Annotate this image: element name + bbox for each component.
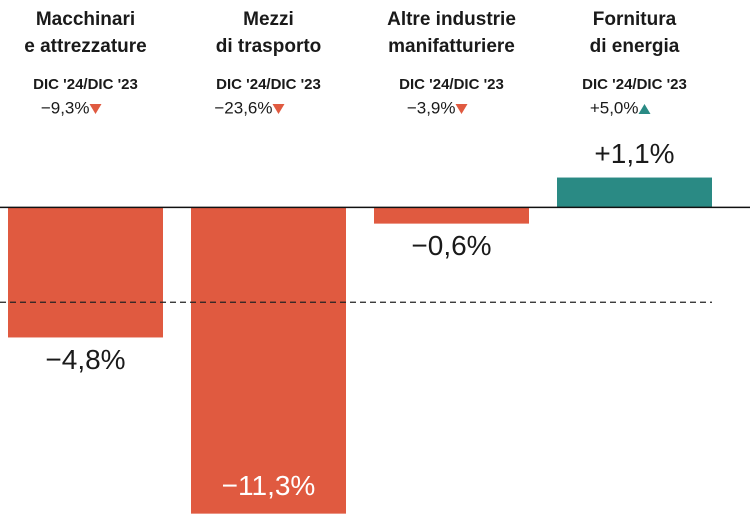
bar	[557, 177, 712, 208]
value-label: −4,8%	[45, 344, 125, 375]
value-label: −0,6%	[411, 230, 491, 261]
category-label: Mezzi	[243, 9, 294, 30]
period-label: DIC '24/DIC '23	[582, 76, 687, 93]
change-arrow	[638, 104, 651, 114]
period-label: DIC '24/DIC '23	[216, 76, 321, 93]
change-arrow	[89, 104, 102, 114]
category-label: e attrezzature	[24, 36, 147, 57]
change-label: −9,3%	[41, 98, 90, 117]
period-label: DIC '24/DIC '23	[33, 76, 138, 93]
category-label: di energia	[590, 36, 680, 57]
bar	[8, 207, 163, 338]
category-label: manifatturiere	[388, 36, 515, 57]
value-label: +1,1%	[594, 138, 674, 169]
bar	[191, 207, 346, 514]
category-label: di trasporto	[216, 36, 322, 57]
bar	[374, 207, 529, 224]
change-arrow	[455, 104, 468, 114]
category-label: Altre industrie	[387, 9, 516, 30]
period-label: DIC '24/DIC '23	[399, 76, 504, 93]
change-label: −23,6%	[214, 98, 272, 117]
category-label: Fornitura	[593, 9, 677, 30]
change-arrow	[272, 104, 285, 114]
change-label: −3,9%	[407, 98, 456, 117]
change-label: +5,0%	[590, 98, 639, 117]
value-label: −11,3%	[222, 470, 316, 501]
category-label: Macchinari	[36, 9, 135, 30]
